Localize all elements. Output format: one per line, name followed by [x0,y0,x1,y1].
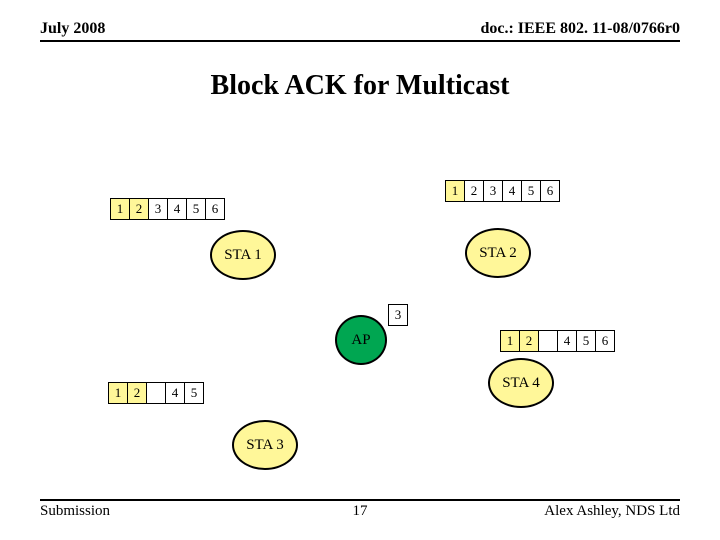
cell-sta3-0: 1 [108,382,128,404]
cell-sta4-3: 4 [557,330,577,352]
cells-sta2: 123456 [445,180,560,202]
cell-sta2-0: 1 [445,180,465,202]
cells-sta1: 123456 [110,198,225,220]
node-sta1: STA 1 [210,230,276,280]
cell-sta1-4: 5 [186,198,206,220]
cells-sta4: 12456 [500,330,615,352]
cell-sta3-4: 5 [184,382,204,404]
cell-sta4-1: 2 [519,330,539,352]
cell-sta2-2: 3 [483,180,503,202]
footer-right: Alex Ashley, NDS Ltd [544,503,680,520]
cell-sta1-3: 4 [167,198,187,220]
cell-sta3-2 [146,382,166,404]
cell-sta2-3: 4 [502,180,522,202]
page-number: 17 [353,503,368,520]
cell-sta1-0: 1 [110,198,130,220]
cell-sta1-5: 6 [205,198,225,220]
cell-sta1-2: 3 [148,198,168,220]
cells-sta3: 1245 [108,382,204,404]
cell-sta2-5: 6 [540,180,560,202]
ap-badge: 3 [388,304,408,326]
cell-sta3-3: 4 [165,382,185,404]
node-sta4: STA 4 [488,358,554,408]
slide-title: Block ACK for Multicast [0,70,720,102]
node-sta3: STA 3 [232,420,298,470]
cell-sta4-5: 6 [595,330,615,352]
header-left: July 2008 [40,20,105,38]
node-sta2: STA 2 [465,228,531,278]
cell-sta2-1: 2 [464,180,484,202]
header-right: doc.: IEEE 802. 11-08/0766r0 [480,20,680,38]
cell-sta4-4: 5 [576,330,596,352]
cell-sta3-1: 2 [127,382,147,404]
footer-left: Submission [40,503,110,520]
node-ap: AP [335,315,387,365]
cell-sta4-2 [538,330,558,352]
cell-sta2-4: 5 [521,180,541,202]
diagram: APSTA 1STA 2STA 3STA 4123456123456124512… [0,150,720,470]
cell-sta4-0: 1 [500,330,520,352]
cell-sta1-1: 2 [129,198,149,220]
